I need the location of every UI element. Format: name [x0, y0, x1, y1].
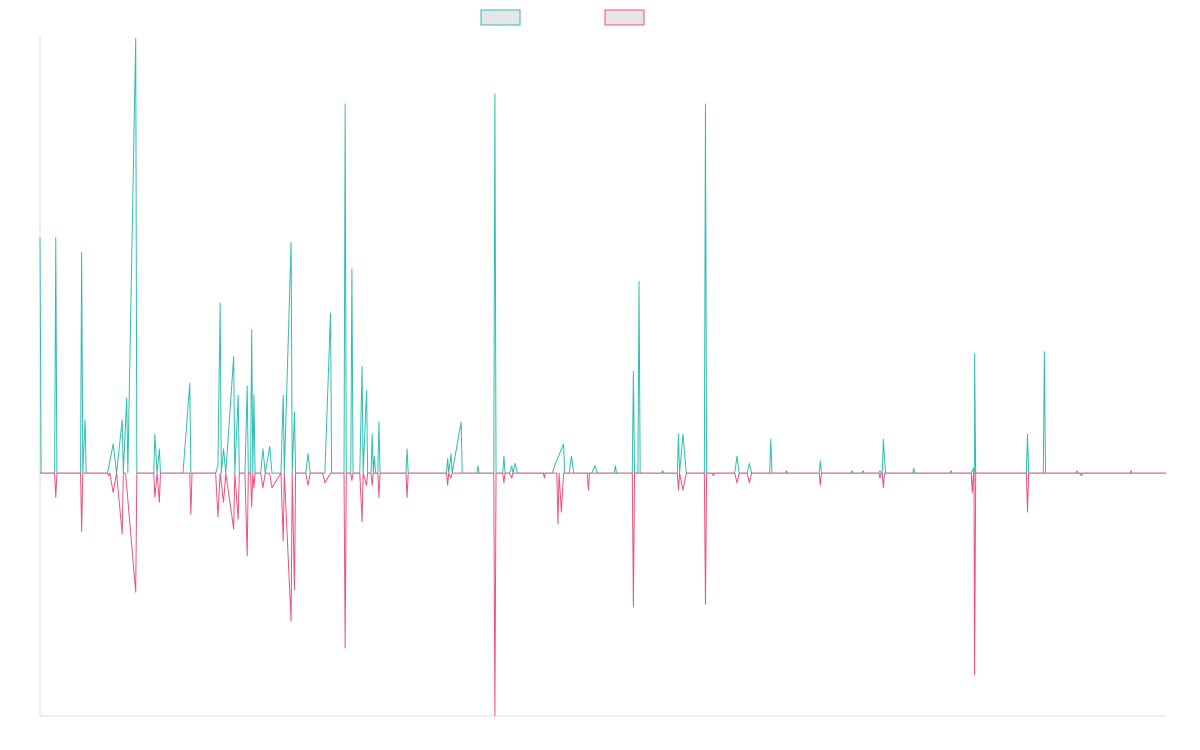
legend-swatch-series-2[interactable] [604, 9, 645, 26]
series-line-2 [40, 472, 1166, 717]
series-layer [39, 37, 1166, 717]
legend-swatch-series-1[interactable] [480, 9, 521, 26]
legend [480, 9, 645, 26]
plot-area [39, 36, 1166, 717]
series-line-1 [39, 37, 1166, 474]
